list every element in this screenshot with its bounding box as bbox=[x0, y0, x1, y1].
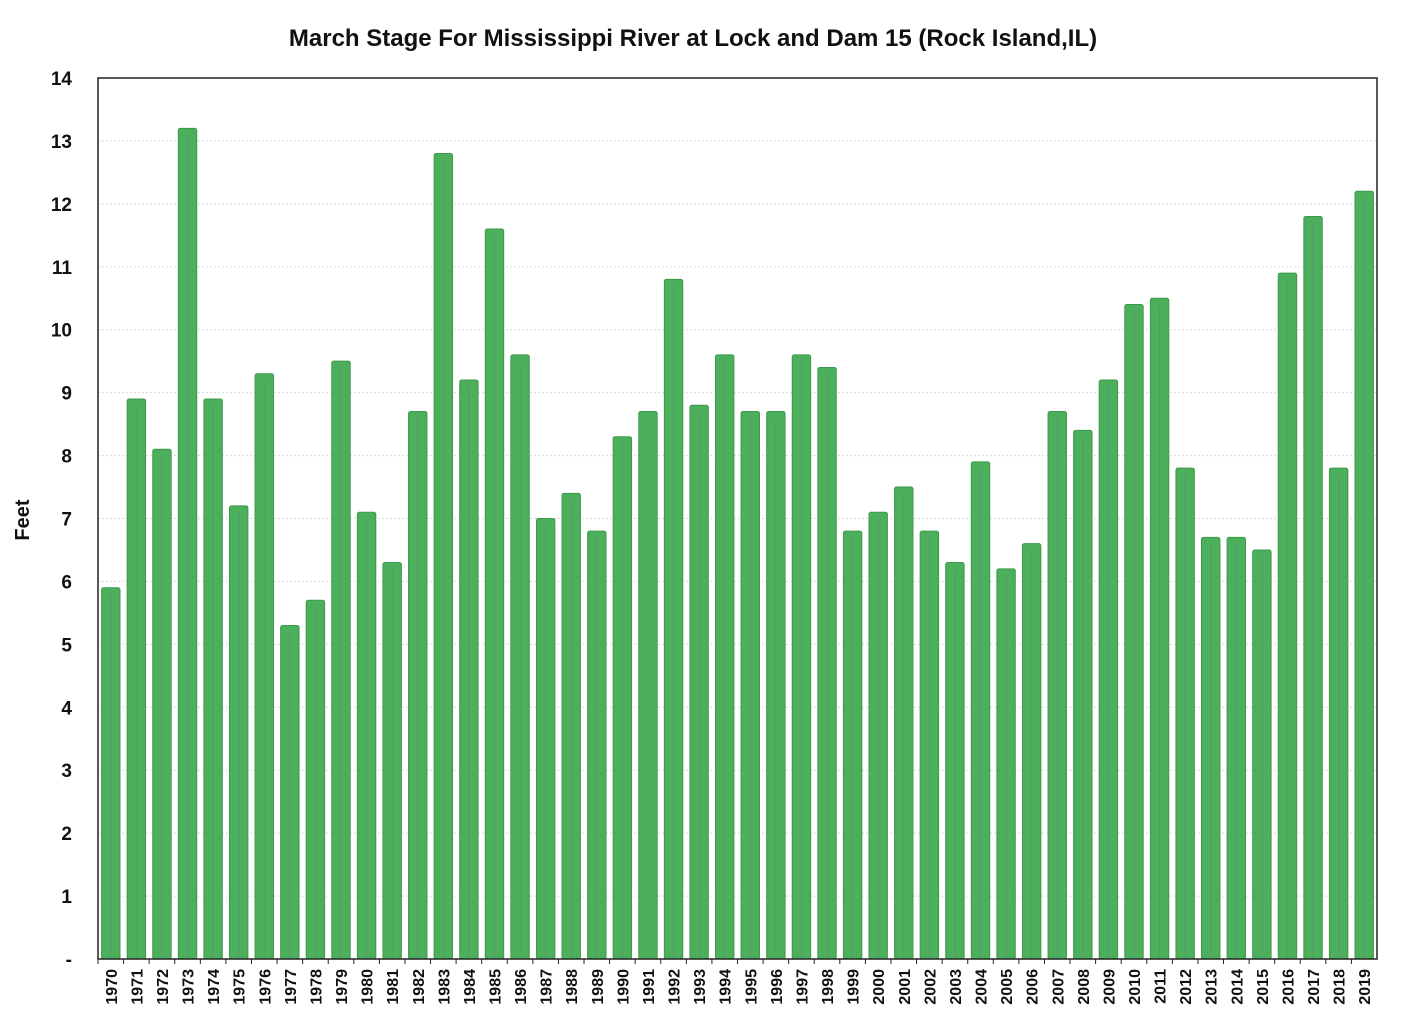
x-tick-label: 2015 bbox=[1255, 969, 1272, 1005]
x-tick-label: 2016 bbox=[1280, 969, 1297, 1005]
x-tick-label: 2010 bbox=[1127, 969, 1144, 1005]
y-tick-label: 9 bbox=[61, 384, 72, 405]
x-tick-label: 1985 bbox=[487, 969, 504, 1005]
y-tick-label: 6 bbox=[61, 572, 72, 593]
x-tick-label: 1988 bbox=[564, 969, 581, 1005]
x-tick-label: 1979 bbox=[334, 969, 351, 1005]
x-tick-label: 1993 bbox=[692, 969, 709, 1005]
x-tick-label: 1971 bbox=[129, 969, 146, 1005]
x-tick-label: 1975 bbox=[232, 969, 249, 1005]
x-tick-label: 2003 bbox=[948, 969, 965, 1005]
x-tick-label: 2000 bbox=[871, 969, 888, 1005]
y-tick-label: 4 bbox=[61, 698, 72, 719]
x-tick-label: 2011 bbox=[1153, 969, 1170, 1004]
x-tick-label: 2006 bbox=[1025, 969, 1042, 1005]
y-tick-label: 8 bbox=[61, 447, 72, 468]
x-tick-label: 1991 bbox=[641, 969, 658, 1005]
y-axis-label: Feet bbox=[12, 499, 34, 540]
x-tick-label: 1970 bbox=[104, 969, 121, 1005]
x-tick-label: 2008 bbox=[1076, 969, 1093, 1005]
x-tick-label: 1982 bbox=[411, 969, 428, 1005]
x-tick-label: 1978 bbox=[308, 969, 325, 1005]
x-tick-label: 2018 bbox=[1332, 969, 1349, 1005]
y-tick-label: 10 bbox=[51, 321, 72, 342]
y-tick-label: 5 bbox=[61, 635, 72, 656]
x-tick-label: 1999 bbox=[846, 969, 863, 1005]
x-tick-label: 1976 bbox=[257, 969, 274, 1005]
x-tick-label: 2017 bbox=[1306, 969, 1323, 1005]
x-tick-label: 2007 bbox=[1050, 969, 1067, 1005]
bars bbox=[101, 127, 1374, 960]
x-tick-label: 1983 bbox=[436, 969, 453, 1005]
x-tick-label: 2002 bbox=[922, 969, 939, 1005]
x-tick-label: 1973 bbox=[181, 969, 198, 1005]
x-tick-label: 1972 bbox=[155, 969, 172, 1005]
y-tick-label: 14 bbox=[51, 69, 73, 90]
x-tick-label: 2013 bbox=[1204, 969, 1221, 1005]
x-tick-label: 2019 bbox=[1357, 969, 1374, 1005]
y-tick-label: 2 bbox=[61, 824, 72, 845]
x-tick-label: 2014 bbox=[1229, 969, 1246, 1005]
x-tick-label: 2012 bbox=[1178, 969, 1195, 1005]
x-tick-label: 1997 bbox=[794, 969, 811, 1005]
x-tick-label: 1995 bbox=[743, 969, 760, 1005]
x-tick-label: 1981 bbox=[385, 969, 402, 1005]
x-tick-label: 2009 bbox=[1101, 969, 1118, 1005]
y-tick-label: 11 bbox=[52, 258, 73, 279]
y-tick-label: 1 bbox=[61, 887, 72, 908]
x-tick-label: 1996 bbox=[769, 969, 786, 1005]
x-tick-label: 1984 bbox=[462, 969, 479, 1005]
x-tick-label: 2001 bbox=[897, 969, 914, 1005]
x-tick-label: 1990 bbox=[615, 969, 632, 1005]
y-tick-label: 12 bbox=[51, 195, 72, 216]
x-tick-label: 1980 bbox=[360, 969, 377, 1005]
x-axis-ticks: 1970 1971 1972 1973 1974 1975 1976 1977 1978 1979… bbox=[97, 959, 1374, 1005]
y-tick-label: 13 bbox=[51, 132, 72, 153]
x-tick-label: 1987 bbox=[539, 969, 556, 1005]
chart-title: March Stage For Mississippi River at Loc… bbox=[289, 25, 1097, 52]
x-tick-label: 2005 bbox=[999, 969, 1016, 1005]
x-tick-label: 1998 bbox=[820, 969, 837, 1005]
x-tick-label: 1994 bbox=[718, 969, 735, 1005]
x-tick-label: 1977 bbox=[283, 969, 300, 1005]
x-tick-label: 1992 bbox=[667, 969, 684, 1005]
y-tick-label: - bbox=[66, 950, 72, 971]
x-tick-label: 1989 bbox=[590, 969, 607, 1005]
y-tick-label: 7 bbox=[61, 510, 72, 531]
x-tick-label: 1986 bbox=[513, 969, 530, 1005]
y-tick-label: 3 bbox=[61, 761, 72, 782]
x-tick-label: 2004 bbox=[974, 969, 991, 1005]
x-tick-label: 1974 bbox=[206, 969, 223, 1005]
